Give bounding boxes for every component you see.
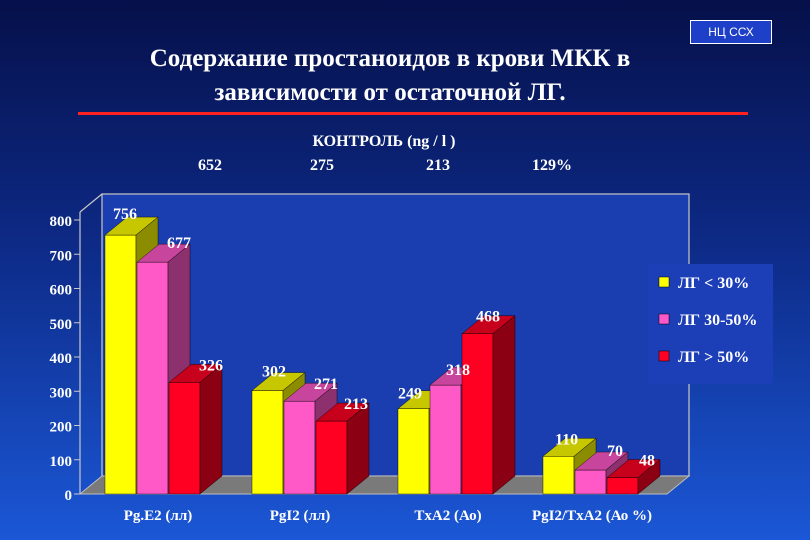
bar-side <box>346 402 370 495</box>
data-label: 110 <box>555 431 578 448</box>
bar <box>542 456 575 495</box>
bar-side <box>637 459 661 495</box>
data-label: 48 <box>639 453 655 470</box>
bar <box>315 420 348 495</box>
bar <box>136 261 169 495</box>
bars-layer <box>104 216 661 495</box>
data-label: 326 <box>199 357 223 374</box>
data-label: 249 <box>398 386 422 403</box>
y-tick-label: 300 <box>50 385 73 401</box>
bar <box>429 384 462 495</box>
control-value: 213 <box>426 157 450 174</box>
data-label: 677 <box>167 235 191 252</box>
chart-wall-edge <box>79 193 103 213</box>
data-label: 70 <box>607 443 623 460</box>
data-label: 318 <box>446 362 470 379</box>
page-title: Содержание простаноидов в крови МКК в за… <box>100 42 680 110</box>
y-tick-label: 0 <box>65 488 73 504</box>
data-label: 271 <box>314 376 338 393</box>
category-label: TxA2 (Ао) <box>414 508 481 524</box>
control-value: 275 <box>310 157 334 174</box>
legend-label: ЛГ > 50% <box>678 349 749 366</box>
y-tick-label: 800 <box>50 214 73 230</box>
title-line-1: Содержание простаноидов в крови МКК в <box>149 45 631 72</box>
bar <box>606 477 639 495</box>
badge-label: НЦ ССХ <box>690 20 772 44</box>
y-tick-label: 600 <box>50 283 73 299</box>
chart-frame <box>78 193 691 495</box>
y-axis: 0 100 200 300 400 500 600 700 800 <box>50 212 81 504</box>
bar <box>397 408 430 495</box>
category-labels: Pg.E2 (лл) PgI2 (лл) TxA2 (Ао) PgI2/TxA2 (А… <box>124 508 652 524</box>
control-value: 652 <box>198 157 222 174</box>
bar <box>461 333 494 495</box>
legend-swatch <box>658 313 670 325</box>
data-labels: 756 677 326 302 271 213 249 318 468 110 70 48 <box>113 206 655 469</box>
category-label: PgI2 (лл) <box>270 508 331 524</box>
control-row: КОНТРОЛЬ (ng / l ) 652 275 213 129% <box>198 133 572 174</box>
bar <box>251 390 284 495</box>
y-tick-label: 200 <box>50 420 73 436</box>
bar <box>104 234 137 495</box>
data-label: 302 <box>262 364 286 381</box>
title-divider <box>78 112 748 115</box>
legend-swatch <box>658 350 670 362</box>
data-label: 213 <box>344 396 368 413</box>
y-tick-label: 400 <box>50 351 73 367</box>
y-tick-label: 100 <box>50 454 73 470</box>
bar <box>283 400 316 495</box>
y-tick-label: 500 <box>50 317 73 333</box>
control-value: 129% <box>532 157 572 174</box>
control-label: КОНТРОЛЬ (ng / l ) <box>312 133 455 150</box>
legend-label: ЛГ < 30% <box>678 275 749 292</box>
y-tick-label: 700 <box>50 248 73 264</box>
legend: ЛГ < 30% ЛГ 30-50% ЛГ > 50% <box>648 264 773 384</box>
category-label: PgI2/TxA2 (Ао %) <box>532 508 652 524</box>
data-label: 756 <box>113 206 137 223</box>
bar-side <box>199 363 223 495</box>
data-label: 468 <box>476 309 500 326</box>
bar <box>574 469 607 495</box>
category-label: Pg.E2 (лл) <box>124 508 193 524</box>
legend-swatch <box>658 276 670 288</box>
bar <box>168 382 201 495</box>
title-line-2: зависимости от остаточной ЛГ. <box>214 79 566 106</box>
chart-back-wall <box>80 194 689 494</box>
legend-label: ЛГ 30-50% <box>678 312 757 329</box>
bar-side <box>492 315 516 495</box>
